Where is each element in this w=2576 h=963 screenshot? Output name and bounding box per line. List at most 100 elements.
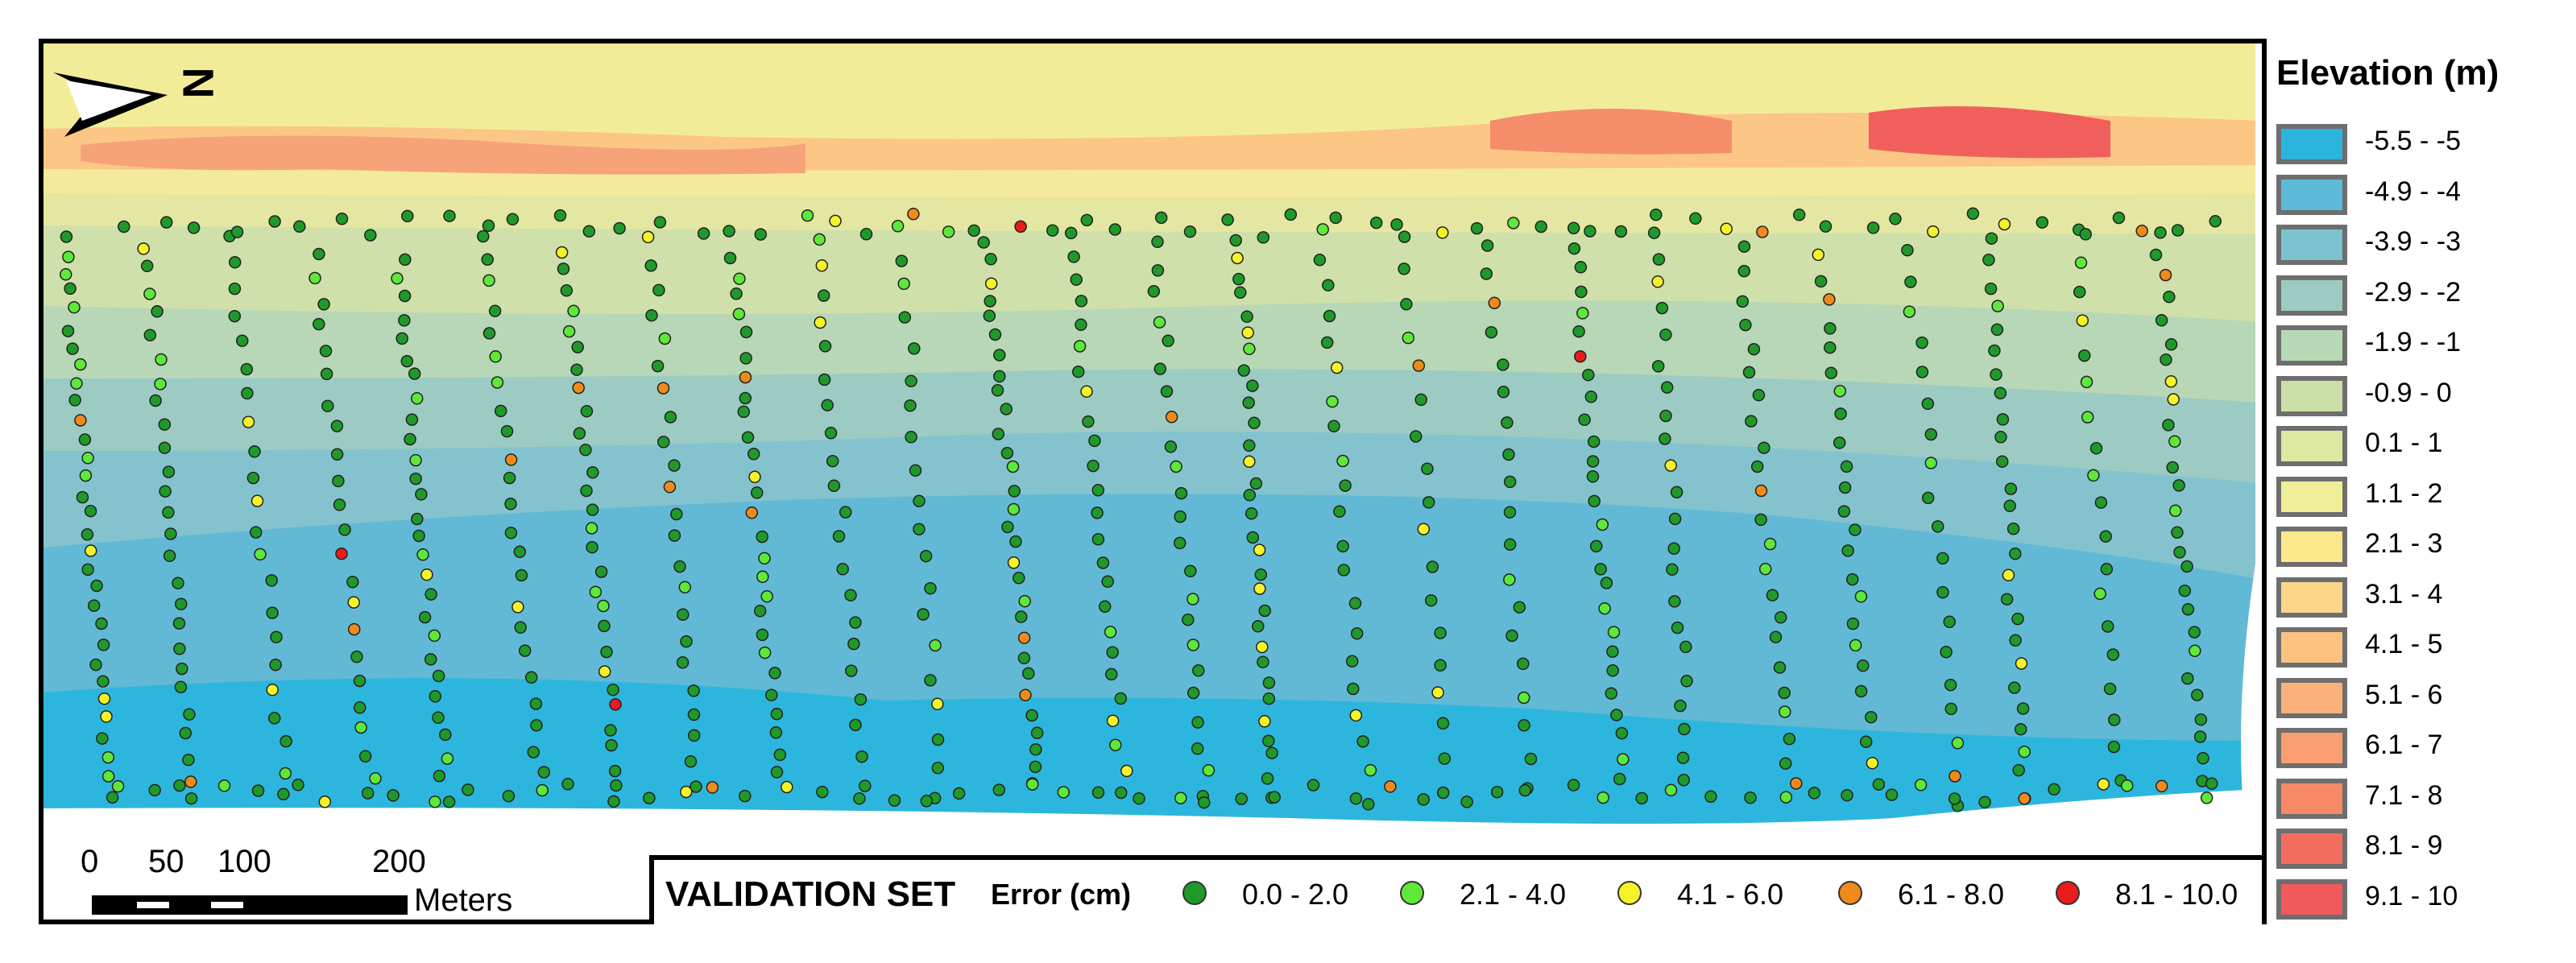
validation-point: [905, 431, 917, 444]
validation-point: [111, 779, 125, 793]
validation-point: [84, 504, 97, 518]
validation-point: [1819, 220, 1833, 233]
legend-dot: [1838, 881, 1862, 905]
validation-point: [1584, 225, 1597, 238]
validation-point: [1000, 403, 1013, 415]
validation-point: [1752, 388, 1766, 402]
map-frame: [39, 39, 2531, 924]
validation-point: [1763, 537, 1777, 551]
validation-point: [1600, 577, 1613, 589]
validation-point: [641, 230, 655, 244]
validation-point: [644, 259, 657, 272]
validation-point: [1610, 709, 1623, 721]
validation-point: [754, 228, 768, 241]
validation-point: [317, 298, 330, 311]
validation-point: [530, 719, 543, 732]
north-arrow-icon: [53, 72, 168, 137]
validation-point: [1872, 778, 1886, 791]
validation-point: [567, 304, 580, 318]
validation-point: [2194, 713, 2208, 726]
validation-point: [79, 469, 93, 482]
validation-point: [277, 787, 290, 801]
validation-point: [313, 317, 325, 331]
validation-point: [1417, 793, 1430, 806]
validation-point: [598, 665, 611, 678]
validation-point: [279, 767, 292, 780]
validation-point: [571, 341, 584, 353]
validation-point: [1243, 342, 1256, 356]
validation-point: [1046, 224, 1059, 237]
validation-point: [818, 340, 832, 353]
validation-point: [697, 227, 710, 240]
validation-point: [673, 560, 686, 573]
validation-point: [1243, 455, 1256, 469]
validation-point: [1812, 248, 1825, 262]
validation-point: [249, 526, 263, 539]
validation-point: [573, 427, 586, 440]
validation-point: [172, 577, 184, 589]
validation-point: [1841, 544, 1854, 557]
validation-point: [1108, 223, 1122, 236]
validation-point: [1187, 639, 1200, 651]
validation-point: [608, 764, 622, 778]
validation-point: [1607, 626, 1621, 639]
validation-point: [1524, 752, 1538, 766]
validation-point: [1174, 486, 1188, 500]
validation-point: [1153, 362, 1167, 375]
validation-point: [504, 498, 517, 510]
validation-point: [269, 658, 282, 672]
validation-point: [2000, 593, 2014, 605]
validation-point: [1613, 772, 1626, 786]
validation-point: [2149, 248, 2163, 262]
validation-point: [687, 684, 700, 697]
validation-point: [70, 377, 83, 390]
legend-dot: [1617, 881, 1642, 905]
validation-point: [1022, 667, 1035, 680]
validation-point: [1460, 796, 1473, 808]
validation-point: [2002, 568, 2015, 582]
validation-point: [1837, 505, 1851, 518]
validation-point: [1348, 597, 1362, 610]
legend-swatch: [2276, 275, 2347, 316]
validation-point: [1398, 262, 1410, 275]
validation-point: [1000, 446, 1014, 460]
validation-point: [1572, 324, 1585, 338]
validation-point: [418, 610, 432, 624]
validation-point: [1256, 640, 1269, 654]
validation-point: [396, 332, 408, 345]
validation-point: [1995, 455, 2009, 468]
dune-crest: [81, 135, 806, 175]
validation-point: [1248, 416, 1261, 430]
validation-point: [2155, 314, 2168, 327]
validation-point: [2087, 469, 2100, 482]
validation-point: [2112, 211, 2126, 225]
validation-point: [827, 479, 841, 493]
validation-point: [984, 295, 996, 308]
validation-point: [254, 548, 267, 561]
validation-point: [1606, 664, 1619, 677]
validation-point: [1936, 585, 1949, 599]
validation-point: [84, 544, 97, 557]
validation-point: [815, 259, 829, 272]
legend-swatch: [2276, 174, 2347, 215]
validation-point: [491, 376, 504, 389]
validation-point: [172, 617, 186, 630]
validation-point: [907, 208, 920, 221]
validation-point: [184, 775, 197, 788]
validation-point: [1364, 763, 1377, 777]
validation-point: [1513, 601, 1526, 614]
validation-point: [2178, 584, 2192, 597]
scale-tick-0: 0: [81, 844, 99, 879]
validation-point: [1329, 211, 1342, 225]
validation-point: [733, 272, 746, 285]
legend-item: 6.1 - 7: [2276, 726, 2526, 771]
validation-point: [398, 314, 411, 327]
validation-point: [1866, 221, 1880, 234]
validation-point: [61, 324, 75, 337]
validation-point: [398, 289, 412, 303]
validation-point: [1614, 225, 1628, 238]
validation-point: [1258, 715, 1271, 728]
validation-point: [242, 415, 255, 428]
legend-label: 2.1 - 3: [2365, 528, 2443, 559]
